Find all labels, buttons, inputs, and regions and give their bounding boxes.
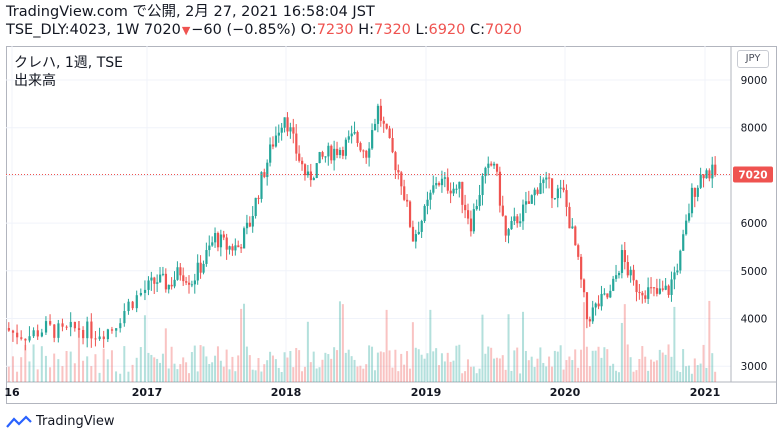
footer-brand-label: TradingView — [36, 414, 115, 429]
legend-title: クレハ, 1週, TSE — [14, 55, 123, 71]
chart-legend: クレハ, 1週, TSE 出来高 — [14, 54, 123, 90]
open-label: O: — [300, 22, 317, 38]
close-value: 7020 — [485, 22, 522, 38]
last-price: 7020 — [143, 22, 181, 38]
footer-brand[interactable]: TradingView — [6, 414, 115, 429]
chart-panel[interactable] — [6, 46, 777, 404]
publish-line: TradingView.com で公開, 2月 27, 2021 16:58:0… — [6, 4, 375, 20]
legend-volume: 出来高 — [14, 73, 56, 89]
low-label: L: — [415, 22, 429, 38]
low-value: 6920 — [428, 22, 466, 38]
price-change: −60 (−0.85%) — [191, 22, 297, 38]
high-value: 7320 — [374, 22, 411, 38]
down-triangle-icon: ▼ — [181, 24, 191, 37]
open-value: 7230 — [316, 22, 354, 38]
symbol-label: TSE_DLY:4023, 1W — [6, 22, 140, 38]
high-label: H: — [358, 22, 374, 38]
quote-line: TSE_DLY:4023, 1W 7020▼−60 (−0.85%) O:723… — [6, 22, 522, 39]
currency-button[interactable]: JPY — [737, 50, 769, 68]
tradingview-logo-icon — [6, 414, 32, 428]
chart-header: TradingView.com で公開, 2月 27, 2021 16:58:0… — [6, 4, 522, 39]
close-label: C: — [470, 22, 486, 38]
